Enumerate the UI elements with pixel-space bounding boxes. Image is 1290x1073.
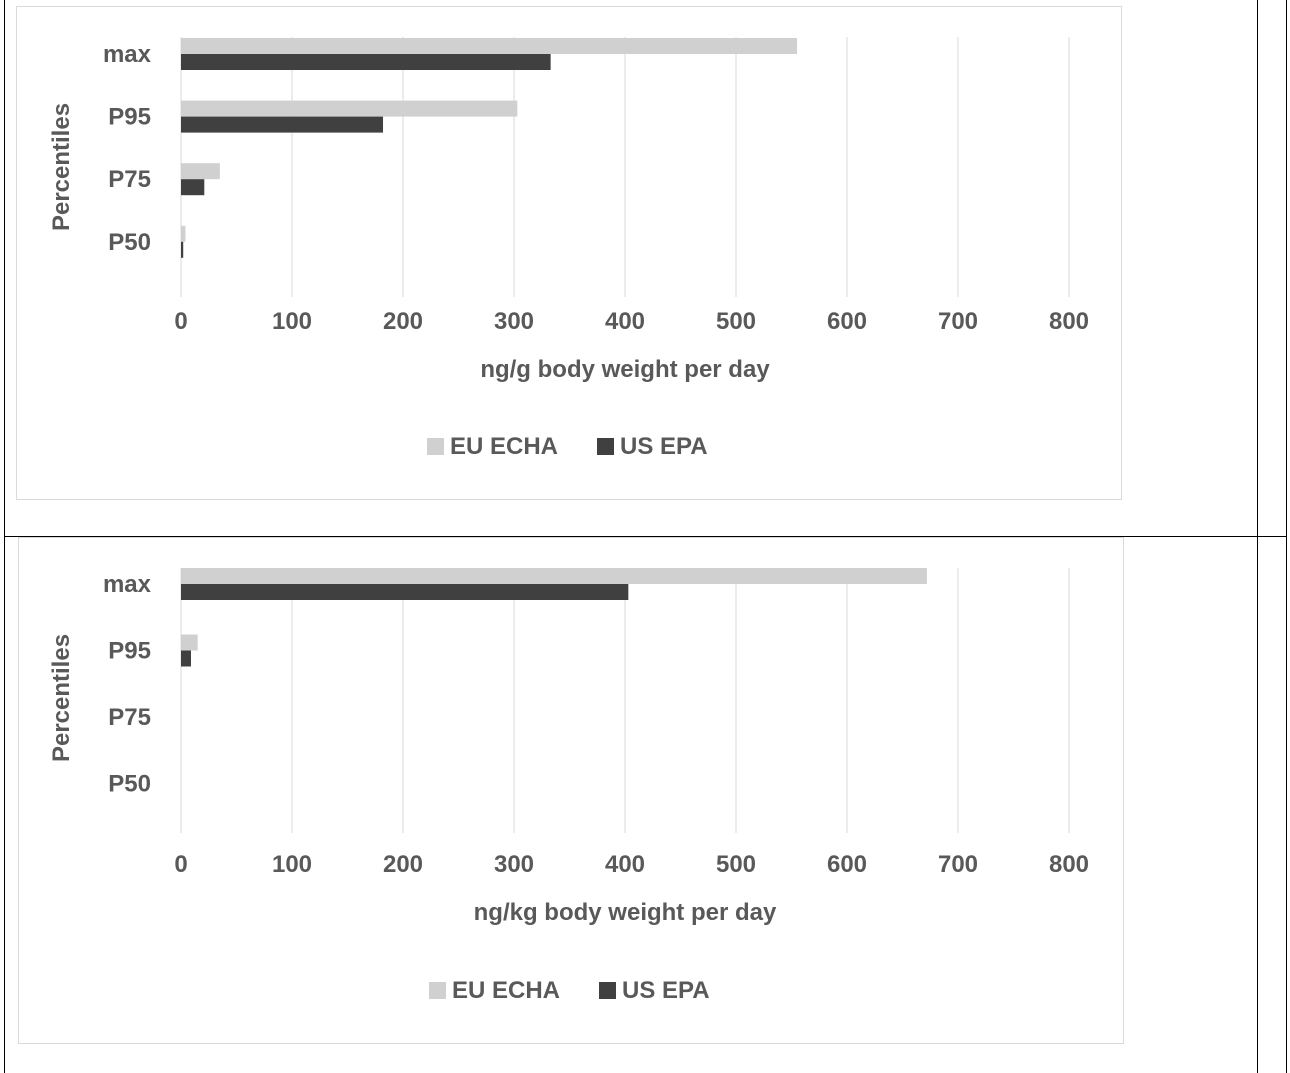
legend-swatch-us-epa [597,438,614,455]
x-tick-label: 200 [383,851,423,878]
y-category-label: P95 [108,638,151,665]
y-axis-title: Percentiles [48,103,75,231]
x-tick-label: 100 [272,851,312,878]
bar-us-epa-p50 [181,241,184,258]
x-tick-label: 700 [938,308,978,335]
bar-us-epa-max [181,54,551,70]
x-tick-label: 400 [605,851,645,878]
legend-label-us-epa: US EPA [620,433,708,460]
y-category-label: max [103,571,152,598]
bar-eu-echa-p95 [181,634,198,651]
bar-eu-echa-p50 [181,225,186,242]
legend-label-eu-echa: EU ECHA [450,433,558,460]
x-tick-label: 0 [174,308,187,335]
bar-chart-ng-per-g: 0 100 200 300 400 500 600 700 800 P50 P75 P95 max Per… [48,37,1089,460]
bar-us-epa-p95 [181,116,384,133]
x-tick-label: 800 [1049,851,1089,878]
legend-label-us-epa: US EPA [622,977,710,1004]
table-row-divider [4,536,1287,537]
x-tick-label: 600 [827,308,867,335]
legend-label-eu-echa: EU ECHA [452,977,560,1004]
y-axis-title: Percentiles [48,634,75,762]
x-tick-label: 300 [494,308,534,335]
bar-eu-echa-p95 [181,100,518,117]
x-tick-label: 700 [938,851,978,878]
legend-swatch-eu-echa [427,438,444,455]
chart-panel-ng-per-kg: 0 100 200 300 400 500 600 700 800 P50 P75 P95 max Per… [18,537,1124,1044]
x-tick-label: 600 [827,851,867,878]
legend-swatch-eu-echa [429,982,446,999]
legend-swatch-us-epa [599,982,616,999]
bar-us-epa-p95 [181,650,191,667]
y-category-label: P75 [108,166,151,193]
bar-eu-echa-p75 [181,163,220,180]
bar-us-epa-max [181,584,629,600]
x-axis-title: ng/kg body weight per day [474,899,777,926]
x-tick-label: 200 [383,308,423,335]
x-tick-label: 400 [605,308,645,335]
x-tick-label: 500 [716,308,756,335]
y-category-label: P95 [108,104,151,131]
chart-panel-ng-per-g: 0 100 200 300 400 500 600 700 800 P50 P75 P95 max Per… [16,6,1122,500]
y-category-label: P75 [108,704,151,731]
bar-us-epa-p75 [181,179,205,196]
x-tick-label: 500 [716,851,756,878]
x-axis-title: ng/g body weight per day [480,356,770,383]
y-category-label: P50 [108,229,151,256]
bar-eu-echa-max [181,568,927,584]
bar-eu-echa-max [181,38,798,54]
x-tick-label: 0 [174,851,187,878]
y-category-label: max [103,41,152,68]
x-tick-label: 100 [272,308,312,335]
y-category-label: P50 [108,771,151,798]
x-tick-label: 300 [494,851,534,878]
bar-chart-ng-per-kg: 0 100 200 300 400 500 600 700 800 P50 P75 P95 max Per… [48,568,1089,1004]
x-tick-label: 800 [1049,308,1089,335]
